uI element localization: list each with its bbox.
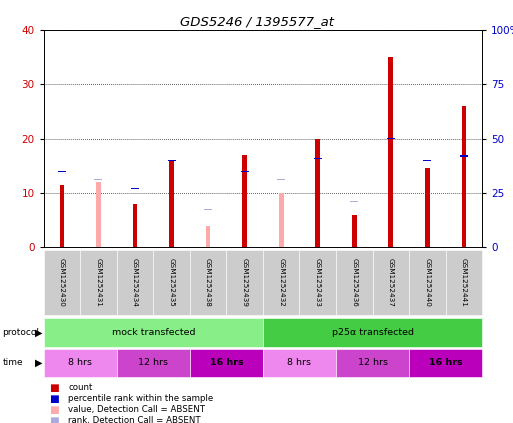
Bar: [315, 139, 320, 247]
Text: 16 hrs: 16 hrs: [429, 358, 463, 368]
Bar: [169, 162, 174, 247]
Text: p25α transfected: p25α transfected: [331, 328, 413, 337]
Bar: [388, 57, 393, 247]
Text: 12 hrs: 12 hrs: [358, 358, 387, 368]
Text: 8 hrs: 8 hrs: [287, 358, 311, 368]
Text: GSM1252434: GSM1252434: [132, 258, 138, 307]
Bar: [277, 179, 285, 181]
Bar: [241, 170, 249, 172]
Text: 12 hrs: 12 hrs: [139, 358, 168, 368]
Bar: [131, 188, 139, 189]
Bar: [168, 160, 175, 161]
Bar: [423, 160, 431, 161]
Bar: [204, 209, 212, 210]
Bar: [279, 193, 284, 247]
Bar: [352, 215, 357, 247]
Bar: [425, 168, 430, 247]
Text: GSM1252435: GSM1252435: [169, 258, 174, 307]
Text: GSM1252436: GSM1252436: [351, 258, 357, 307]
Text: mock transfected: mock transfected: [111, 328, 195, 337]
Text: GSM1252437: GSM1252437: [388, 258, 394, 307]
Bar: [350, 201, 358, 202]
Text: count: count: [68, 383, 93, 393]
Text: value, Detection Call = ABSENT: value, Detection Call = ABSENT: [68, 405, 205, 415]
Text: GSM1252438: GSM1252438: [205, 258, 211, 307]
Text: GSM1252440: GSM1252440: [424, 258, 430, 307]
Text: percentile rank within the sample: percentile rank within the sample: [68, 394, 213, 404]
Bar: [242, 155, 247, 247]
Text: GSM1252430: GSM1252430: [59, 258, 65, 307]
Bar: [58, 170, 66, 172]
Bar: [460, 155, 468, 157]
Text: GSM1252439: GSM1252439: [242, 258, 248, 307]
Text: GSM1252431: GSM1252431: [95, 258, 102, 307]
Text: GSM1252433: GSM1252433: [315, 258, 321, 307]
Text: protocol: protocol: [3, 328, 40, 337]
Text: 16 hrs: 16 hrs: [209, 358, 243, 368]
Bar: [206, 226, 210, 247]
Text: 8 hrs: 8 hrs: [68, 358, 92, 368]
Bar: [387, 138, 395, 139]
Bar: [96, 182, 101, 247]
Text: ■: ■: [49, 416, 58, 423]
Text: ■: ■: [49, 405, 58, 415]
Bar: [60, 185, 64, 247]
Text: ▶: ▶: [35, 327, 42, 338]
Bar: [132, 204, 137, 247]
Text: ▶: ▶: [35, 358, 42, 368]
Text: ■: ■: [49, 383, 58, 393]
Text: GDS5246 / 1395577_at: GDS5246 / 1395577_at: [180, 15, 333, 28]
Text: time: time: [3, 358, 23, 368]
Bar: [314, 157, 322, 159]
Text: GSM1252432: GSM1252432: [278, 258, 284, 307]
Bar: [462, 106, 466, 247]
Bar: [94, 179, 103, 181]
Text: GSM1252441: GSM1252441: [461, 258, 467, 307]
Text: rank, Detection Call = ABSENT: rank, Detection Call = ABSENT: [68, 416, 201, 423]
Text: ■: ■: [49, 394, 58, 404]
